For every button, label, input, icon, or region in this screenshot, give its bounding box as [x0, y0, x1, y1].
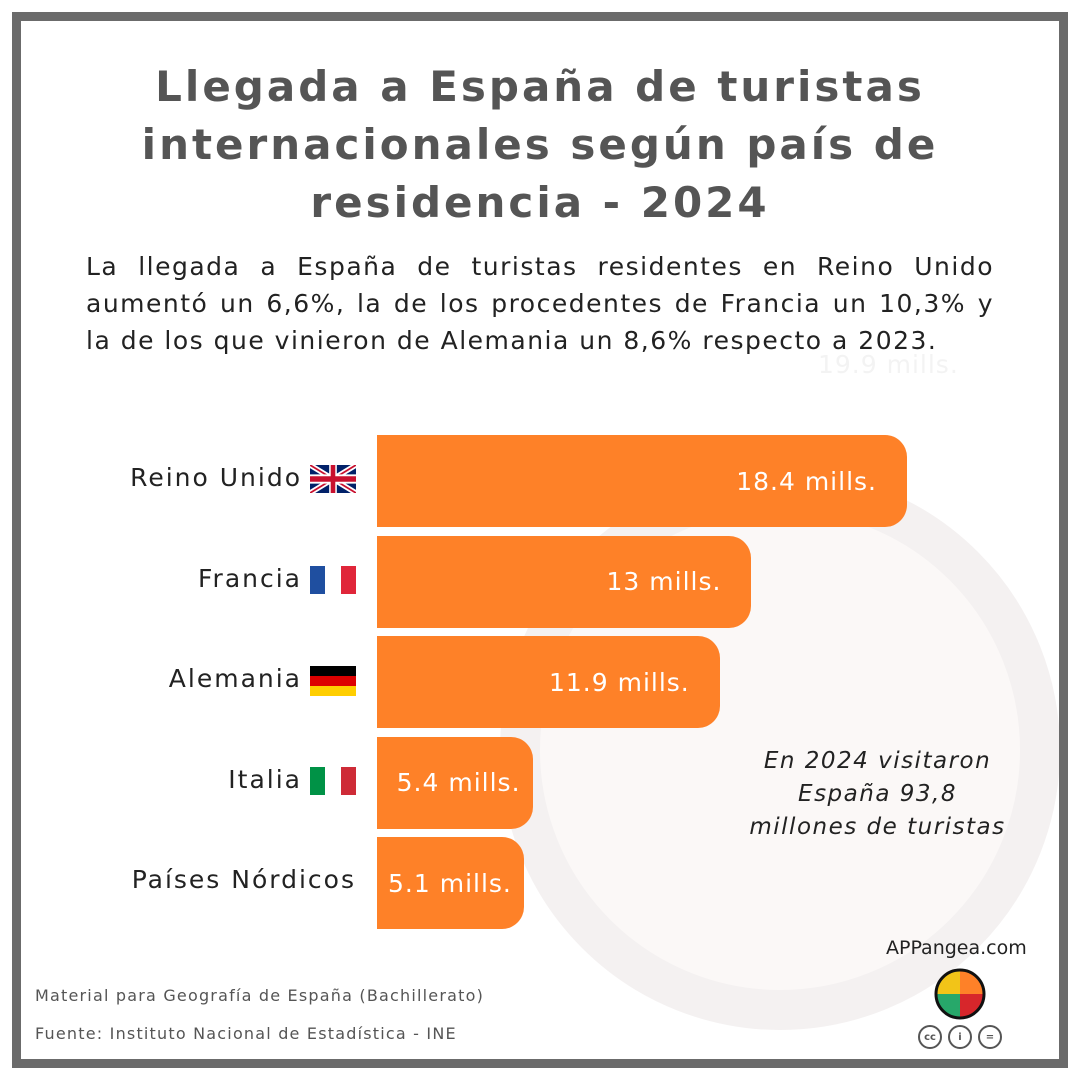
category-label: Francia [197, 563, 302, 593]
category-label: Italia [228, 764, 302, 794]
bar: 5.4 mills. [377, 736, 533, 829]
chart-subtitle: La llegada a España de turistas resident… [86, 252, 994, 355]
data-label: 11.9 mills. [548, 667, 690, 697]
site-name: APPangea.com [886, 937, 1027, 959]
footer-material: Material para Geografía de España (Bachi… [35, 986, 485, 1005]
bar: 5.1 mills. [377, 837, 524, 929]
bar: 11.9 mills. [377, 636, 720, 728]
uk-flag-icon [308, 462, 358, 496]
germany-flag-icon [310, 666, 356, 696]
data-label: 5.1 mills. [388, 868, 512, 898]
data-label: 13 mills. [606, 567, 722, 596]
category-label: Reino Unido [130, 463, 302, 492]
footer-source: Fuente: Instituto Nacional de Estadístic… [35, 1024, 457, 1043]
data-label: 5.4 mills. [396, 768, 521, 797]
bar: 13 mills. [377, 535, 752, 628]
by-icon: i [948, 1025, 972, 1049]
chart-title: Llegada a España de turistas internacion… [141, 62, 939, 227]
france-flag-icon [310, 565, 356, 594]
bar: 18.4 mills. [377, 435, 907, 527]
frame-border [12, 12, 1068, 1068]
category-label: Alemania [168, 664, 302, 693]
license-icons: cc i = [918, 1025, 1002, 1049]
appangea-logo-icon [934, 968, 986, 1020]
nd-icon: = [978, 1025, 1002, 1049]
category-label: Países Nórdicos [131, 865, 356, 894]
italy-flag-icon [310, 766, 356, 795]
cc-icon: cc [918, 1025, 942, 1049]
ghost-label: 19.9 mills. [818, 350, 959, 379]
total-note: En 2024 visitaron España 93,8 millones d… [749, 748, 1006, 840]
data-label: 18.4 mills. [736, 466, 877, 496]
